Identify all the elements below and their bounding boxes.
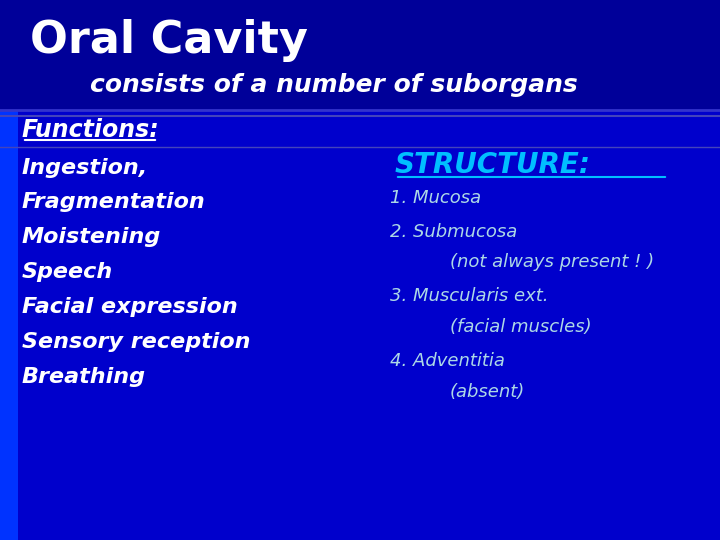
Text: Sensory reception: Sensory reception xyxy=(22,332,251,352)
FancyBboxPatch shape xyxy=(0,0,18,540)
Text: Ingestion,: Ingestion, xyxy=(22,158,148,178)
Text: Fragmentation: Fragmentation xyxy=(22,192,206,212)
Text: 2. Submucosa: 2. Submucosa xyxy=(390,223,517,241)
FancyBboxPatch shape xyxy=(0,0,720,110)
Text: Oral Cavity: Oral Cavity xyxy=(30,18,308,62)
Text: Speech: Speech xyxy=(22,262,113,282)
Text: (absent): (absent) xyxy=(450,383,526,401)
Text: Facial expression: Facial expression xyxy=(22,297,238,317)
Text: 3. Muscularis ext.: 3. Muscularis ext. xyxy=(390,287,549,305)
Text: Moistening: Moistening xyxy=(22,227,161,247)
Text: (facial muscles): (facial muscles) xyxy=(450,318,592,336)
Text: Breathing: Breathing xyxy=(22,367,146,387)
Text: (not always present ! ): (not always present ! ) xyxy=(450,253,654,271)
Text: Functions:: Functions: xyxy=(22,118,160,142)
Text: STRUCTURE:: STRUCTURE: xyxy=(395,151,591,179)
Text: consists of a number of suborgans: consists of a number of suborgans xyxy=(90,73,577,97)
Text: 1. Mucosa: 1. Mucosa xyxy=(390,189,481,207)
Text: 4. Adventitia: 4. Adventitia xyxy=(390,352,505,370)
